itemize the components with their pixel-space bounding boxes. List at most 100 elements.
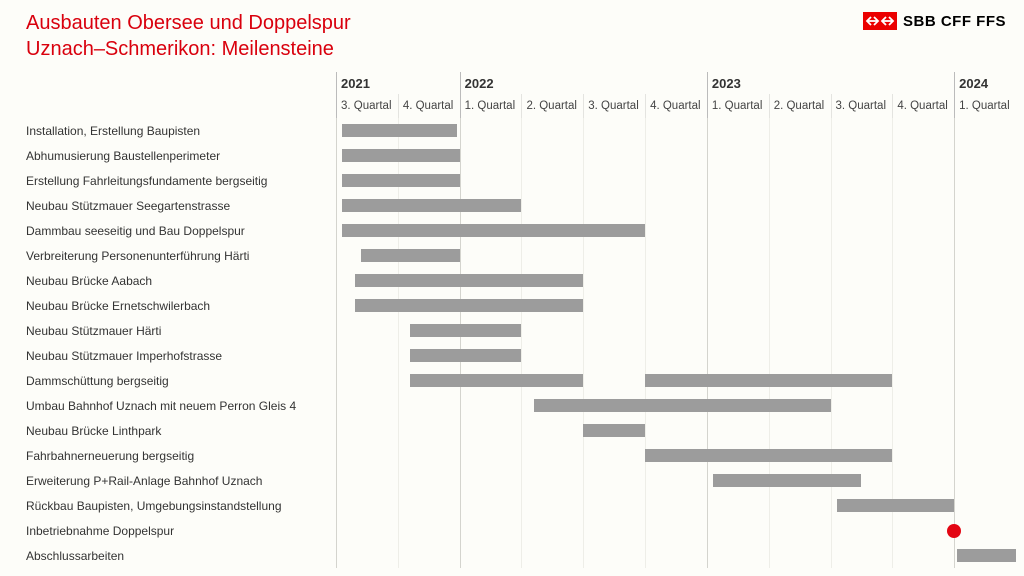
gantt-bar (342, 224, 645, 237)
sbb-logo-mark (863, 12, 897, 30)
quarter-label: 1. Quartal (460, 94, 522, 118)
row-label: Neubau Brücke Linthpark (26, 424, 336, 438)
sbb-logo: SBB CFF FFS (863, 12, 1006, 30)
row-label: Erweiterung P+Rail-Anlage Bahnhof Uznach (26, 474, 336, 488)
gantt-row: Rückbau Baupisten, Umgebungsinstandstell… (26, 493, 1006, 518)
title-line-1: Ausbauten Obersee und Doppelspur (26, 10, 351, 36)
gantt-bar (342, 149, 459, 162)
gantt-row: Neubau Brücke Ernetschwilerbach (26, 293, 1006, 318)
row-track (336, 118, 1016, 143)
gantt-bar (342, 124, 456, 137)
year-label: 2023 (707, 72, 954, 94)
row-label: Neubau Stützmauer Imperhofstrasse (26, 349, 336, 363)
gantt-rows: Installation, Erstellung Baupisten Abhumu… (26, 118, 1006, 568)
row-track (336, 443, 1016, 468)
quarter-label: 3. Quartal (831, 94, 893, 118)
row-label: Abschlussarbeiten (26, 549, 336, 563)
gantt-page: Ausbauten Obersee und Doppelspur Uznach–… (0, 0, 1024, 576)
row-track (336, 168, 1016, 193)
row-track (336, 193, 1016, 218)
row-track (336, 393, 1016, 418)
gantt-chart: 2021202220232024 3. Quartal4. Quartal1. … (26, 72, 1006, 568)
row-track (336, 493, 1016, 518)
quarter-label: 1. Quartal (954, 94, 1016, 118)
milestone-dot (947, 524, 961, 538)
gantt-bar (645, 374, 892, 387)
quarter-label: 2. Quartal (521, 94, 583, 118)
gantt-bar (410, 374, 583, 387)
gantt-row: Neubau Brücke Aabach (26, 268, 1006, 293)
row-track (336, 343, 1016, 368)
gantt-row: Dammschüttung bergseitig (26, 368, 1006, 393)
gantt-bar (837, 499, 954, 512)
gantt-bar (355, 299, 584, 312)
gantt-row: Neubau Stützmauer Härti (26, 318, 1006, 343)
gantt-bar (361, 249, 460, 262)
gantt-row: Erstellung Fahrleitungsfundamente bergse… (26, 168, 1006, 193)
row-label: Fahrbahnerneuerung bergseitig (26, 449, 336, 463)
row-label: Installation, Erstellung Baupisten (26, 124, 336, 138)
row-label: Dammbau seeseitig und Bau Doppelspur (26, 224, 336, 238)
quarter-label: 3. Quartal (583, 94, 645, 118)
gantt-row: Abschlussarbeiten (26, 543, 1006, 568)
row-track (336, 243, 1016, 268)
gantt-bar (355, 274, 584, 287)
gantt-row: Neubau Stützmauer Seegartenstrasse (26, 193, 1006, 218)
year-label: 2021 (336, 72, 460, 94)
gantt-row: Dammbau seeseitig und Bau Doppelspur (26, 218, 1006, 243)
gantt-row: Neubau Stützmauer Imperhofstrasse (26, 343, 1006, 368)
gantt-row: Verbreiterung Personenunterführung Härti (26, 243, 1006, 268)
row-track (336, 518, 1016, 543)
page-title: Ausbauten Obersee und Doppelspur Uznach–… (26, 10, 351, 62)
gantt-row: Umbau Bahnhof Uznach mit neuem Perron Gl… (26, 393, 1006, 418)
year-label: 2022 (460, 72, 707, 94)
gantt-row: Inbetriebnahme Doppelspur (26, 518, 1006, 543)
gantt-bar (645, 449, 892, 462)
row-label: Neubau Brücke Aabach (26, 274, 336, 288)
gantt-row: Installation, Erstellung Baupisten (26, 118, 1006, 143)
gantt-bar (342, 174, 459, 187)
row-track (336, 418, 1016, 443)
row-label: Neubau Stützmauer Härti (26, 324, 336, 338)
row-label: Neubau Brücke Ernetschwilerbach (26, 299, 336, 313)
gantt-row: Fahrbahnerneuerung bergseitig (26, 443, 1006, 468)
row-label: Verbreiterung Personenunterführung Härti (26, 249, 336, 263)
gantt-row: Erweiterung P+Rail-Anlage Bahnhof Uznach (26, 468, 1006, 493)
year-label: 2024 (954, 72, 1016, 94)
gantt-bar (342, 199, 521, 212)
quarter-label: 2. Quartal (769, 94, 831, 118)
gantt-bar (410, 324, 521, 337)
row-label: Dammschüttung bergseitig (26, 374, 336, 388)
year-header-row: 2021202220232024 (26, 72, 1006, 94)
row-label: Erstellung Fahrleitungsfundamente bergse… (26, 174, 336, 188)
quarter-header: 3. Quartal4. Quartal1. Quartal2. Quartal… (336, 94, 1016, 118)
row-track (336, 268, 1016, 293)
header: Ausbauten Obersee und Doppelspur Uznach–… (26, 10, 1006, 62)
quarter-label: 3. Quartal (336, 94, 398, 118)
gantt-bar (583, 424, 645, 437)
row-track (336, 143, 1016, 168)
row-track (336, 468, 1016, 493)
gantt-row: Neubau Brücke Linthpark (26, 418, 1006, 443)
gantt-row: Abhumusierung Baustellenperimeter (26, 143, 1006, 168)
quarter-label: 1. Quartal (707, 94, 769, 118)
gantt-bar (713, 474, 861, 487)
quarter-header-row: 3. Quartal4. Quartal1. Quartal2. Quartal… (26, 94, 1006, 118)
gantt-bar (410, 349, 521, 362)
row-track (336, 218, 1016, 243)
row-label: Umbau Bahnhof Uznach mit neuem Perron Gl… (26, 399, 336, 413)
row-label: Abhumusierung Baustellenperimeter (26, 149, 336, 163)
quarter-label: 4. Quartal (892, 94, 954, 118)
row-track (336, 368, 1016, 393)
title-line-2: Uznach–Schmerikon: Meilensteine (26, 36, 351, 62)
row-track (336, 293, 1016, 318)
year-header: 2021202220232024 (336, 72, 1016, 94)
quarter-label: 4. Quartal (398, 94, 460, 118)
sbb-logo-text: SBB CFF FFS (903, 13, 1006, 30)
row-track (336, 318, 1016, 343)
gantt-bar (534, 399, 831, 412)
row-track (336, 543, 1016, 568)
row-label: Inbetriebnahme Doppelspur (26, 524, 336, 538)
quarter-label: 4. Quartal (645, 94, 707, 118)
gantt-bar (957, 549, 1016, 562)
